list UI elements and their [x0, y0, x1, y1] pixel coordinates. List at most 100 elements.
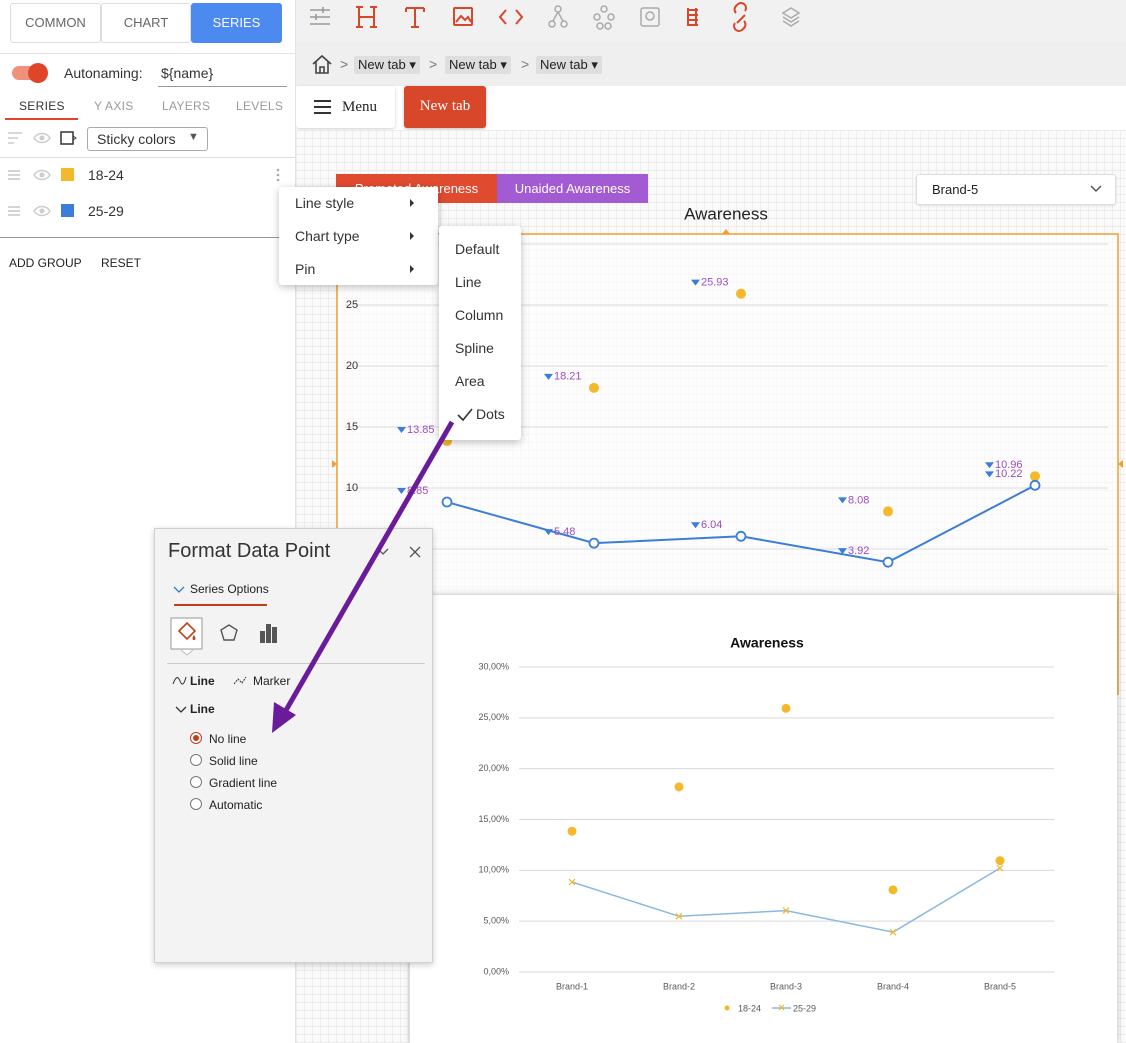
radio[interactable]: [189, 775, 203, 789]
label-marker: [691, 522, 700, 529]
label-marker: [691, 279, 700, 286]
marker: [782, 907, 790, 915]
subtab[interactable]: LEVELS: [236, 99, 284, 113]
kebab[interactable]: [274, 168, 282, 184]
caret: ▼: [188, 131, 199, 143]
menu-item[interactable]: Chart type: [295, 228, 360, 244]
panel-title: Format Data Point: [168, 540, 331, 562]
x-tick-label: Brand-4: [877, 981, 909, 991]
menu-item[interactable]: Column: [455, 307, 504, 323]
label-marker: [985, 471, 994, 478]
label-marker: [838, 548, 847, 555]
legend-swatch: [778, 1004, 785, 1011]
panel-controls[interactable]: [377, 545, 423, 559]
subtab[interactable]: LAYERS: [162, 99, 211, 113]
menu-item[interactable]: Area: [455, 373, 485, 389]
chart-tab[interactable]: Unaided Awareness: [497, 174, 648, 203]
marker: [1029, 479, 1041, 491]
select-value: Sticky colors: [97, 131, 176, 147]
submenu-arrows: [410, 199, 414, 273]
series-color[interactable]: [61, 168, 74, 181]
handle: [1118, 460, 1123, 468]
marker: [568, 878, 576, 886]
divider: [167, 663, 425, 664]
action-button[interactable]: RESET: [101, 256, 142, 270]
data-label: 25.93: [701, 277, 729, 289]
marker: [735, 530, 747, 542]
subtab[interactable]: Y AXIS: [94, 99, 134, 113]
format-tab[interactable]: Marker: [253, 674, 291, 688]
y-tick-label: 25: [346, 299, 358, 311]
radio-dot: [193, 735, 199, 741]
menu-item[interactable]: Default: [455, 241, 500, 257]
x-tick-label: Brand-5: [984, 981, 1016, 991]
dot: [883, 506, 893, 517]
data-label: 8.85: [407, 485, 428, 497]
radio-label[interactable]: No line: [209, 732, 247, 746]
legend-label: 18-24: [738, 1003, 761, 1013]
label-marker: [544, 529, 553, 536]
option-icons[interactable]: [169, 617, 289, 657]
radio-label[interactable]: Gradient line: [209, 776, 278, 790]
series-color[interactable]: [61, 204, 74, 217]
chart-title: Awareness: [684, 204, 768, 223]
radio[interactable]: [189, 753, 203, 767]
legend-swatch: [724, 1005, 730, 1011]
menu-label: Menu: [342, 99, 377, 115]
autonaming-input[interactable]: ${name}: [158, 65, 287, 87]
menu-item[interactable]: Pin: [295, 261, 316, 277]
radio-label[interactable]: Solid line: [209, 754, 258, 768]
data-label: 6.04: [701, 519, 722, 531]
y-tick-label: 10: [346, 482, 358, 494]
chevron: [1090, 185, 1102, 193]
tab-button[interactable]: New tab: [404, 86, 486, 128]
marker: [882, 556, 894, 568]
menu-item[interactable]: Dots: [476, 406, 505, 422]
handle: [722, 229, 730, 234]
separator: >: [429, 56, 438, 72]
x-tick-label: Brand-1: [556, 981, 588, 991]
select-value: Brand-5: [932, 182, 979, 197]
chevron: [173, 586, 185, 593]
breadcrumb-bar: [296, 42, 1126, 86]
home-icon[interactable]: [310, 54, 334, 76]
radio-ring: [190, 754, 202, 766]
x-tick-label: Brand-2: [663, 981, 695, 991]
sidebar-tab[interactable]: CHART: [101, 3, 191, 43]
group-title[interactable]: Line: [190, 702, 215, 716]
menu-item[interactable]: Spline: [455, 340, 494, 356]
excel-chart-panel: Awareness 0,00% 5,00% 10,00% 15,00% 20,00% 25…: [410, 595, 1117, 1043]
section-title[interactable]: Series Options: [190, 582, 269, 596]
radio-label[interactable]: Automatic: [209, 798, 263, 812]
breadcrumb-item[interactable]: New tab ▾: [536, 56, 602, 74]
menu-item[interactable]: Line: [455, 274, 482, 290]
breadcrumb-item[interactable]: New tab ▾: [445, 56, 511, 74]
radio[interactable]: [189, 797, 203, 811]
label-marker: [838, 497, 847, 504]
separator: >: [340, 56, 349, 72]
marker: [441, 496, 453, 508]
color-mode-select[interactable]: Sticky colors ▼: [87, 127, 208, 151]
data-label: 5.48: [554, 526, 575, 538]
separator: >: [521, 56, 530, 72]
dot: [589, 382, 599, 393]
toggle[interactable]: [12, 63, 48, 83]
brand-select[interactable]: Brand-5: [916, 174, 1116, 205]
sidebar-tab[interactable]: SERIES: [191, 3, 282, 43]
breadcrumb-item[interactable]: New tab ▾: [354, 56, 420, 74]
marker: [889, 928, 897, 936]
menu-item[interactable]: Line style: [295, 195, 355, 211]
breadcrumb-text: New tab: [540, 57, 588, 72]
action-button[interactable]: ADD GROUP: [9, 256, 82, 270]
toggle-knob: [28, 63, 48, 83]
y-tick-label: 20,00%: [478, 763, 509, 773]
subtab[interactable]: SERIES: [19, 99, 65, 113]
context-menu: Line style Chart type Pin: [279, 187, 438, 285]
radio[interactable]: [189, 731, 203, 745]
chart-type-menu: Default Line Column Spline Area Dots: [439, 226, 521, 440]
menu-button[interactable]: Menu: [296, 86, 395, 128]
y-tick-label: 15: [346, 421, 358, 433]
radio-group: No line Solid line Gradient line Automatic: [189, 729, 389, 839]
sidebar-tab[interactable]: COMMON: [10, 3, 101, 43]
format-tab[interactable]: Line: [190, 674, 215, 688]
